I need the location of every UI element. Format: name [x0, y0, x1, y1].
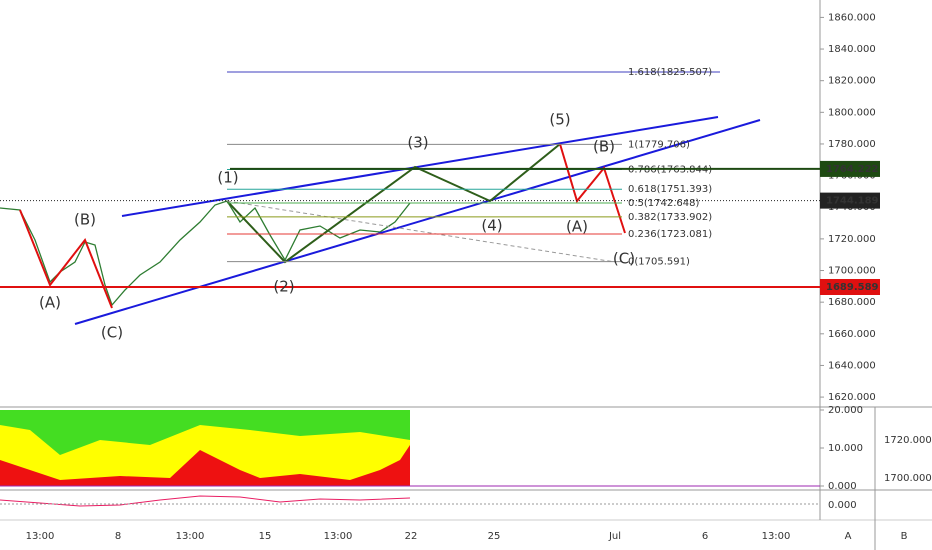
time-tick-label: 25 [488, 531, 501, 542]
wave-label: (B) [593, 138, 615, 156]
price-tick-label: 1820.000 [828, 76, 876, 87]
price-tag-label: 1764.222 [826, 164, 879, 175]
macd-tick-label: 0.000 [828, 500, 857, 511]
fib-label: 0.786(1763.844) [628, 165, 712, 176]
price-tick-label: 1720.000 [828, 234, 876, 245]
price-tick-label: 1640.000 [828, 360, 876, 371]
fib-label: 1.618(1825.507) [628, 67, 712, 78]
correction-wave [19, 209, 113, 309]
wave-label: (A) [39, 294, 61, 312]
price-tag [820, 192, 880, 209]
time-tick-label: 13:00 [26, 531, 55, 542]
fib-label: 0.5(1742.648) [628, 198, 700, 209]
time-tick-label: 22 [405, 531, 418, 542]
fib-label: 0.236(1723.081) [628, 229, 712, 240]
channel-line [121, 116, 719, 217]
time-tick-label: Jul [608, 531, 621, 542]
time-tick-label: 13:00 [324, 531, 353, 542]
wave-label: (3) [407, 134, 428, 152]
price-tick-label: 1800.000 [828, 107, 876, 118]
indicator-band [0, 410, 410, 455]
price-tag [820, 278, 880, 295]
fib-label: 0.382(1733.902) [628, 212, 712, 223]
time-tick-label: 6 [702, 531, 708, 542]
indicator-price-label: 1700.000 [884, 473, 932, 484]
price-tick-label: 1840.000 [828, 44, 876, 55]
price-tick-label: 1660.000 [828, 329, 876, 340]
price-tick-label: 1860.000 [828, 12, 876, 23]
channel-line [74, 119, 761, 325]
wave-label: (2) [273, 278, 294, 296]
time-tick-label: 13:00 [176, 531, 205, 542]
wave-label: (A) [566, 218, 588, 236]
time-tick-label: 13:00 [762, 531, 791, 542]
time-tick-label: 8 [115, 531, 121, 542]
indicator-band [0, 445, 410, 486]
time-tick-label: 15 [259, 531, 272, 542]
trend-line [226, 200, 616, 263]
fib-label: 0.618(1751.393) [628, 184, 712, 195]
fib-label: 1(1779.706) [628, 139, 690, 150]
wave-label: (4) [481, 217, 502, 235]
price-tick-label: 1620.000 [828, 392, 876, 403]
price-tick-label: 1700.000 [828, 266, 876, 277]
price-tag-label: 1689.589 [826, 282, 879, 293]
wave-label: (5) [549, 111, 570, 129]
macd-line [0, 495, 411, 507]
scale-button[interactable]: B [901, 531, 908, 542]
price-tick-label: 1680.000 [828, 297, 876, 308]
fib-label: 0(1705.591) [628, 257, 690, 268]
scale-button[interactable]: A [845, 531, 852, 542]
indicator-tick-label: 10.000 [828, 443, 863, 454]
indicator-tick-label: 20.000 [828, 405, 863, 416]
wave-label: (C) [101, 324, 123, 342]
impulse-wave [226, 143, 561, 264]
correction-wave [559, 143, 626, 234]
indicator-tick-label: 0.000 [828, 481, 857, 492]
price-tag-label: 1744.189 [826, 196, 879, 207]
price-tick-label: 1780.000 [828, 139, 876, 150]
indicator-price-label: 1720.000 [884, 435, 932, 446]
wave-label: (C) [613, 250, 635, 268]
wave-label: (B) [74, 211, 96, 229]
price-path [0, 200, 411, 307]
wave-label: (1) [217, 169, 238, 187]
price-tag [820, 160, 880, 177]
